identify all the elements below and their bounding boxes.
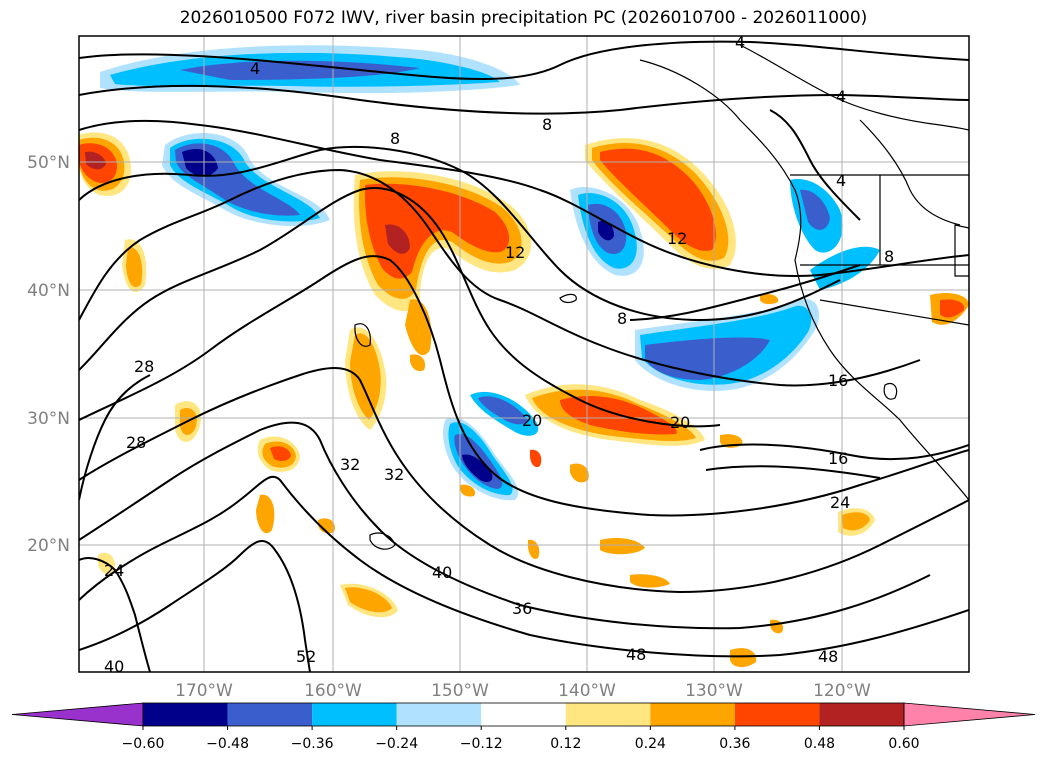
lon-label: 150°W xyxy=(431,681,489,701)
colorbar-tick-label: 0.60 xyxy=(888,736,919,752)
contour-label: 12 xyxy=(505,243,525,262)
map-frame xyxy=(78,35,970,673)
colorbar-segment xyxy=(227,703,313,726)
colorbar-tick-label: −0.12 xyxy=(460,736,503,752)
colorbar-tick-label: 0.48 xyxy=(804,736,835,752)
colorbar-tick-label: 0.36 xyxy=(719,736,750,752)
map-title: 2026010500 F072 IWV, river basin precipi… xyxy=(179,8,868,28)
contour-label: 48 xyxy=(626,645,646,664)
contour-label: 32 xyxy=(340,455,360,474)
contour-label: 36 xyxy=(512,599,532,618)
map-plot-area: 4 4 4 4 8 8 8 8 12 12 16 16 20 20 24 24 … xyxy=(78,33,970,676)
colorbar-tick-label: −0.60 xyxy=(122,736,165,752)
iwv-contours xyxy=(79,40,969,672)
contour-label: 8 xyxy=(390,129,400,148)
colorbar-tick-label: −0.48 xyxy=(206,736,249,752)
lat-label: 30°N xyxy=(27,409,70,429)
lat-label: 50°N xyxy=(27,153,70,173)
colorbar-segment xyxy=(565,703,651,726)
colorbar-outline xyxy=(142,702,905,727)
colorbar-tick-label: −0.24 xyxy=(375,736,418,752)
contour-label: 4 xyxy=(250,59,260,78)
lon-label: 130°W xyxy=(685,681,743,701)
contour-label: 20 xyxy=(670,413,690,432)
contour-label: 28 xyxy=(126,433,146,452)
contour-label: 8 xyxy=(542,115,552,134)
lon-label: 160°W xyxy=(304,681,362,701)
colorbar-segment xyxy=(819,703,904,726)
colorbar-tick-label: 0.12 xyxy=(550,736,581,752)
contour-label: 28 xyxy=(134,357,154,376)
colorbar-segment xyxy=(734,703,820,726)
colorbar-ticks: −0.60 −0.48 −0.36 −0.24 −0.12 0.12 0.24 0.36 0.4… xyxy=(122,726,920,752)
colorbar-segment xyxy=(396,703,482,726)
lat-label: 40°N xyxy=(27,281,70,301)
contour-label: 16 xyxy=(828,371,848,390)
colorbar-tick-label: −0.36 xyxy=(291,736,334,752)
contour-label: 4 xyxy=(836,171,846,190)
contour-label: 24 xyxy=(104,561,124,580)
contour-label: 32 xyxy=(384,465,404,484)
colorbar-extend-max xyxy=(903,702,1036,727)
contour-label: 52 xyxy=(296,647,316,666)
contour-label: 40 xyxy=(432,563,452,582)
colorbar-segment xyxy=(650,703,735,726)
colorbar: −0.60 −0.48 −0.36 −0.24 −0.12 0.12 0.24 0.36 0.4… xyxy=(11,702,1036,752)
lon-label: 120°W xyxy=(813,681,871,701)
longitude-labels: 170°W 160°W 150°W 140°W 130°W 120°W xyxy=(175,681,871,701)
lat-label: 20°N xyxy=(27,536,70,556)
contour-label: 4 xyxy=(836,87,846,106)
contour-label: 48 xyxy=(818,647,838,666)
lon-label: 170°W xyxy=(175,681,233,701)
contour-label: 16 xyxy=(828,449,848,468)
coastlines xyxy=(354,44,969,550)
colorbar-extend-min xyxy=(11,702,144,727)
contour-label: 20 xyxy=(522,411,542,430)
colorbar-segment xyxy=(143,703,228,726)
contour-label: 8 xyxy=(617,309,627,328)
contour-label: 8 xyxy=(884,247,894,266)
iwv-contour-labels: 4 4 4 4 8 8 8 8 12 12 16 16 20 20 24 24 … xyxy=(104,33,894,676)
colorbar-segment xyxy=(312,703,397,726)
colorbar-segments xyxy=(11,702,1036,727)
colorbar-tick-label: 0.24 xyxy=(635,736,666,752)
latitude-labels: 50°N 40°N 30°N 20°N xyxy=(27,153,70,556)
lon-label: 140°W xyxy=(558,681,616,701)
contour-label: 40 xyxy=(104,657,124,676)
contour-label: 24 xyxy=(830,493,850,512)
colorbar-segment xyxy=(481,703,566,726)
contour-label: 12 xyxy=(667,229,687,248)
contour-label: 4 xyxy=(735,33,745,52)
